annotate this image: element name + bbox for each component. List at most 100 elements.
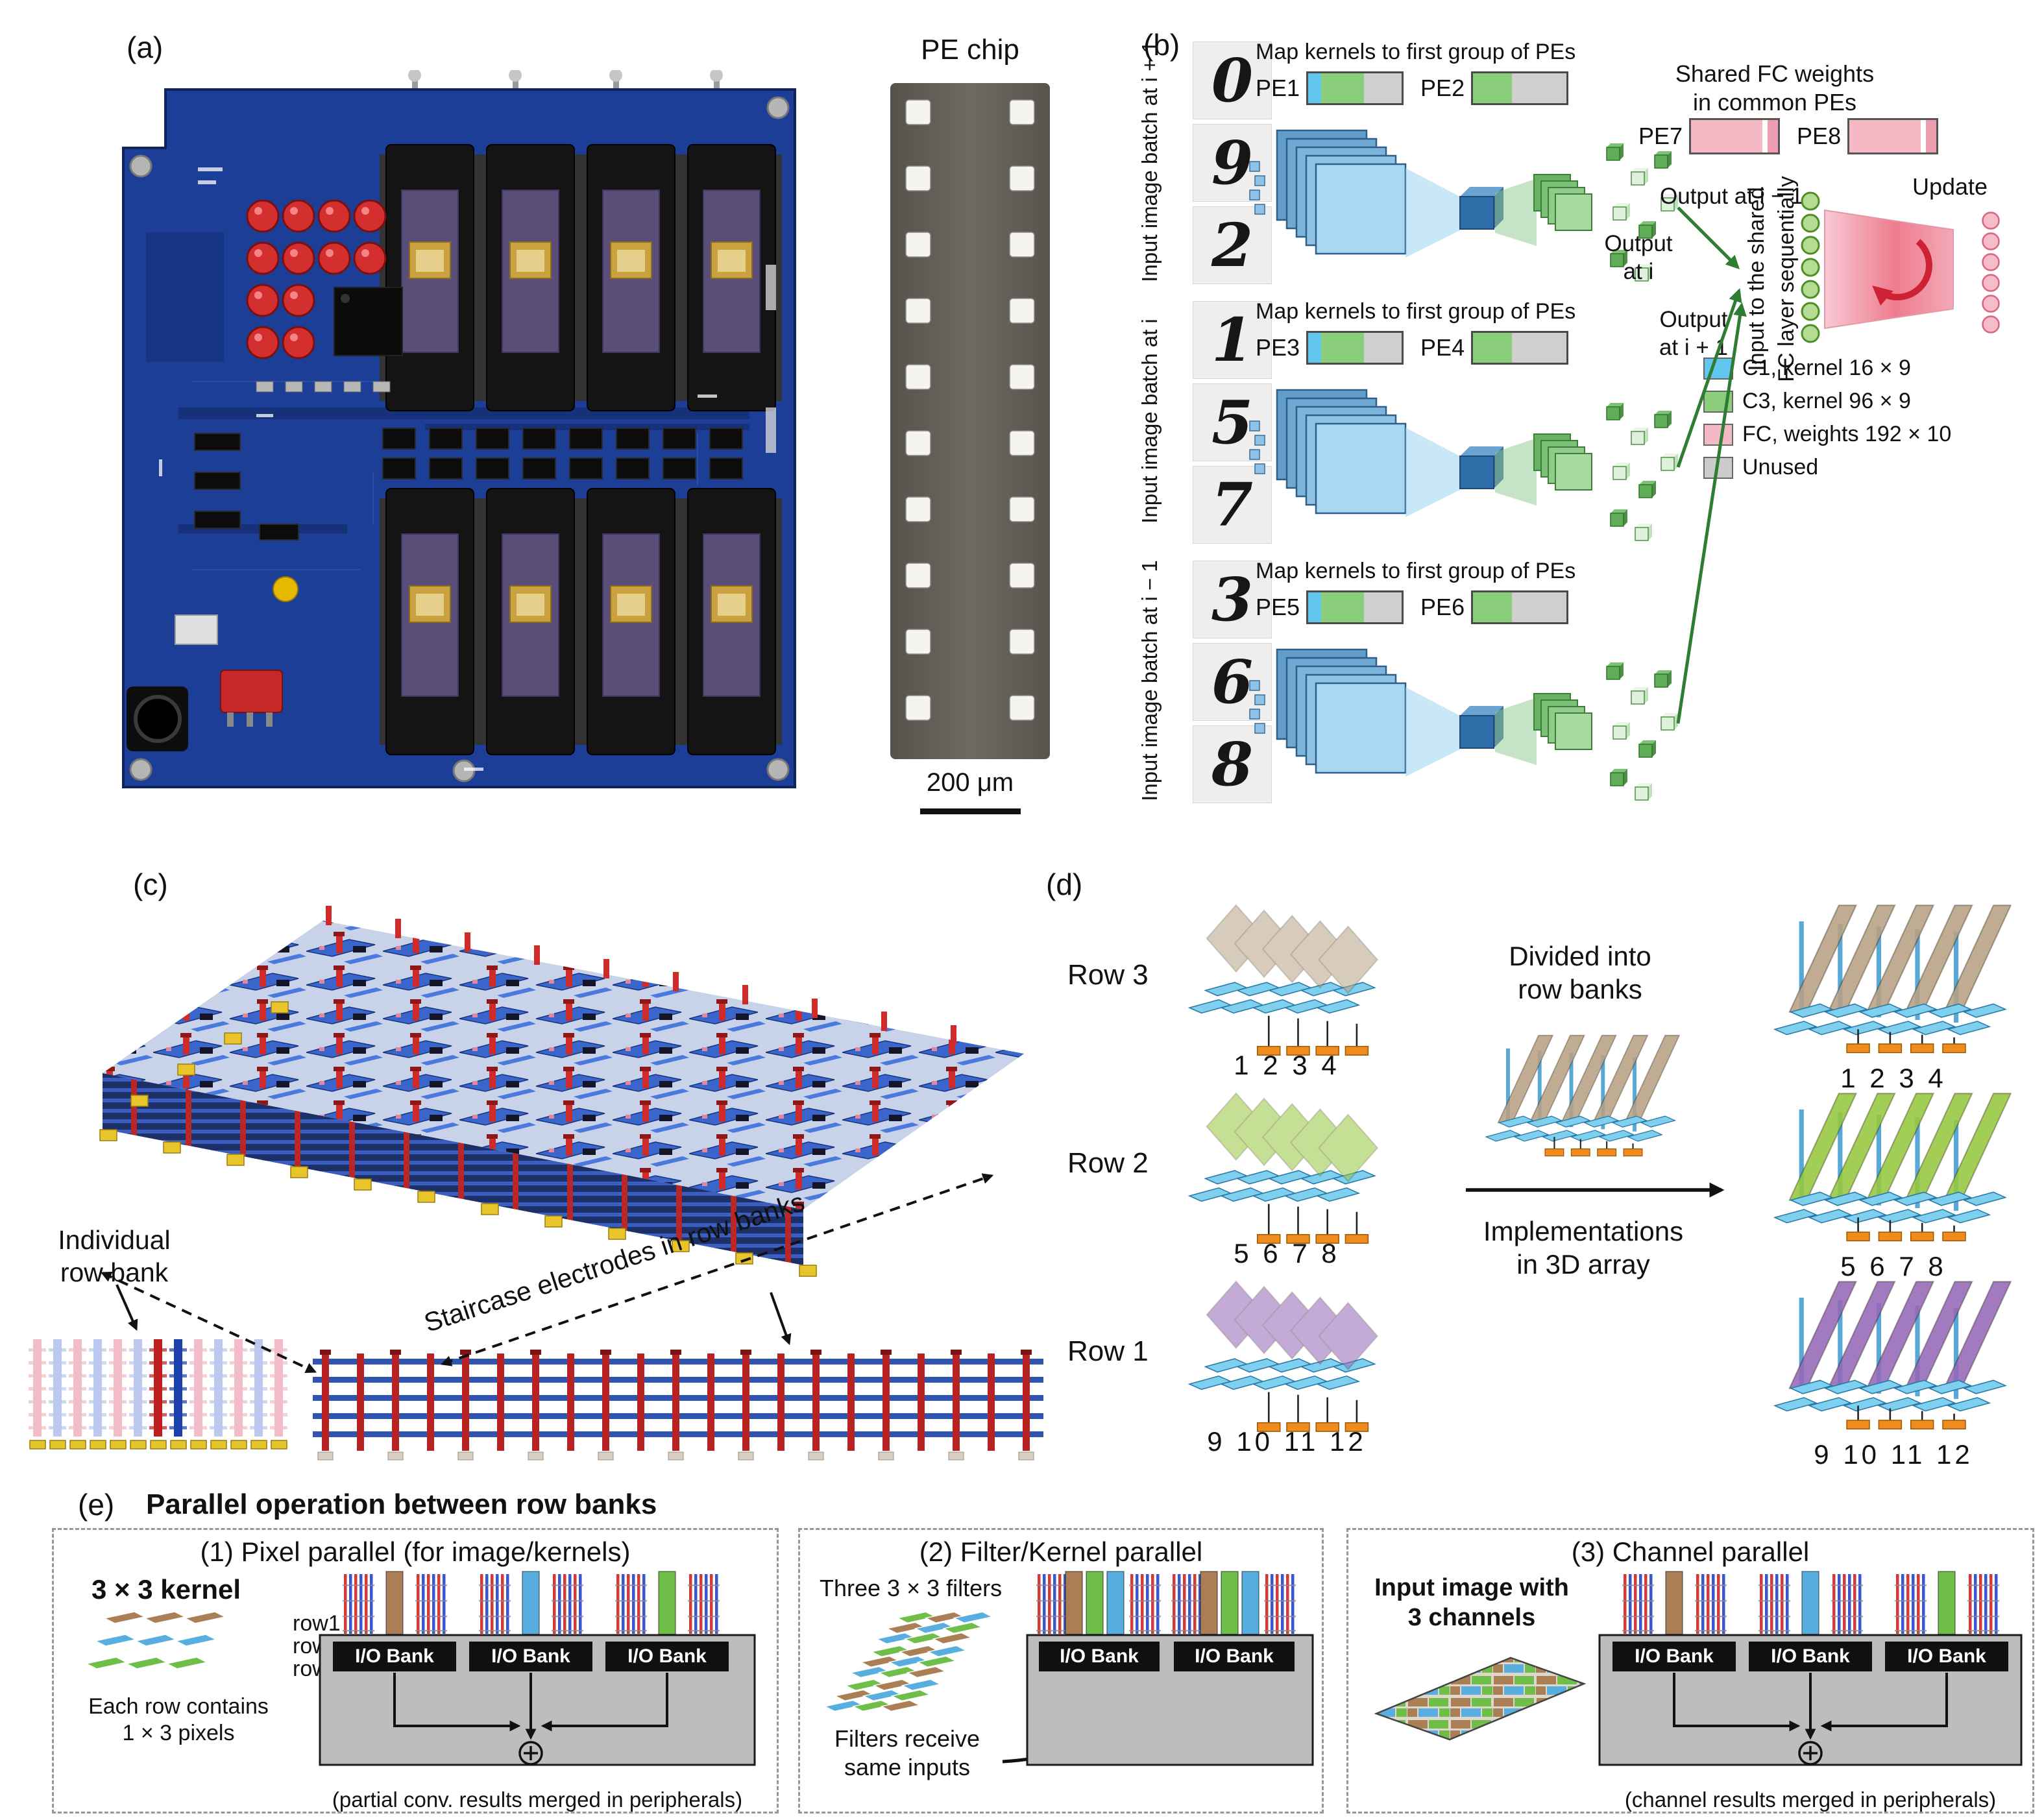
mnist-digits: 3 6 8 xyxy=(1193,561,1272,803)
pillar-spikes xyxy=(326,906,956,1045)
shared-pe-row: PE7 PE8 xyxy=(1638,118,1939,154)
mnist-digit: 7 xyxy=(1193,466,1272,544)
merge-lines xyxy=(1673,1673,1948,1740)
digit-glyph: 2 xyxy=(1211,210,1253,280)
row-2-columns: 5 6 7 8 xyxy=(1234,1238,1340,1268)
pe-block xyxy=(1471,331,1569,365)
row-3-columns: 1 2 3 4 xyxy=(1234,1050,1340,1080)
channel-image-graphic xyxy=(1374,1656,1587,1741)
pe-assignment-row: PE3 PE4 xyxy=(1256,331,1569,365)
io-bank-label: I/O Bank xyxy=(627,1645,707,1667)
kernel-rows-graphic xyxy=(86,1611,226,1669)
mnist-digit: 2 xyxy=(1193,206,1272,284)
legend: C1, kernel 16 × 9 C3, kernel 96 × 9 FC, … xyxy=(1703,356,1951,480)
pixel-parallel-title: (1) Pixel parallel (for image/kernels) xyxy=(200,1536,631,1567)
row-2-kernel-graphic xyxy=(1167,1072,1407,1265)
row-1-3d-graphic xyxy=(1747,1257,2040,1438)
map-kernels-text: Map kernels to first group of PEs xyxy=(1256,40,1576,64)
pcb-photo xyxy=(122,70,796,788)
staircase-detail xyxy=(313,1350,1043,1461)
bond-pads xyxy=(905,99,1035,721)
legend-label: C1, kernel 16 × 9 xyxy=(1742,356,1911,380)
io-bank xyxy=(1039,1642,1160,1671)
mnist-digit: 0 xyxy=(1193,42,1272,119)
digit-glyph: 9 xyxy=(1211,128,1253,198)
io-bank-label: I/O Bank xyxy=(1907,1645,1986,1667)
filters-receive-text: Filters receive same inputs xyxy=(834,1725,980,1780)
pe-block xyxy=(1306,71,1404,105)
mnist-digit: 3 xyxy=(1193,561,1272,638)
fc-input-neurons xyxy=(1801,191,1820,343)
legend-label: C3, kernel 96 × 9 xyxy=(1742,389,1911,413)
pe-label: PE2 xyxy=(1420,75,1465,101)
mnist-digits: 1 5 7 xyxy=(1193,301,1272,544)
update-label: Update xyxy=(1912,173,1988,200)
io-bank xyxy=(1749,1642,1872,1671)
legend-swatch-fc xyxy=(1703,423,1733,446)
three-filters-label: Three 3 × 3 filters xyxy=(820,1575,1003,1601)
channel-parallel-graphic: I/O Bank I/O Bank I/O Bank xyxy=(1598,1571,2023,1766)
channel-parallel-caption: (channel results merged in peripherals) xyxy=(1624,1788,1997,1812)
legend-row: C1, kernel 16 × 9 xyxy=(1703,356,1951,381)
filter-parallel-box: (2) Filter/Kernel parallel Three 3 × 3 f… xyxy=(798,1528,1324,1814)
mnist-digit: 1 xyxy=(1193,301,1272,379)
panel-b-label: (b) xyxy=(1143,28,1180,62)
implementations-label: Implementations in 3D array xyxy=(1483,1216,1684,1280)
map-kernels-text: Map kernels to first group of PEs xyxy=(1256,299,1576,324)
pe-chip-micrograph xyxy=(890,83,1050,759)
pe-label: PE8 xyxy=(1797,123,1842,149)
row1-label: row1 xyxy=(293,1611,341,1636)
sum-node-icon xyxy=(1798,1741,1823,1765)
row-1-kernel-graphic xyxy=(1167,1260,1407,1453)
scale-bar xyxy=(920,808,1021,814)
io-bank xyxy=(469,1642,592,1671)
row-1-3d-columns: 9 10 11 12 xyxy=(1814,1439,1973,1470)
small-ics xyxy=(194,428,743,540)
sum-node-icon xyxy=(518,1741,543,1765)
cnn-graphic xyxy=(1246,633,1687,808)
panel-e-title: Parallel operation between row banks xyxy=(146,1488,657,1520)
red-leds xyxy=(246,199,387,359)
pe-label: PE5 xyxy=(1256,594,1300,620)
pixel-parallel-caption: (partial conv. results merged in periphe… xyxy=(332,1788,743,1812)
legend-row: FC, weights 192 × 10 xyxy=(1703,422,1951,447)
io-bank xyxy=(1612,1642,1736,1671)
batch-group-3: Input image batch at i − 1 3 6 8 Map ker… xyxy=(1123,558,2044,811)
row-2-label: Row 2 xyxy=(1067,1147,1149,1179)
legend-row: Unused xyxy=(1703,455,1951,480)
pe-block xyxy=(1471,590,1569,624)
io-bank-label: I/O Bank xyxy=(1771,1645,1850,1667)
cnn-graphic xyxy=(1246,373,1687,548)
red-switch xyxy=(220,670,283,727)
chip-sockets-bottom xyxy=(380,488,782,755)
row-3-label: Row 3 xyxy=(1067,959,1149,991)
row-banks-detail xyxy=(28,1339,288,1450)
output-prev-label: Output at i − 1 xyxy=(1660,184,1803,209)
panel-d-label: (d) xyxy=(1046,868,1083,901)
pe-label: PE3 xyxy=(1256,334,1300,361)
row-3-3d-graphic xyxy=(1747,881,2040,1062)
filter-parallel-graphic: I/O Bank I/O Bank xyxy=(1026,1571,1314,1766)
batch-group-2: Input image batch at i 1 5 7 Map kernels… xyxy=(1123,298,2044,552)
io-bank xyxy=(605,1642,729,1671)
batch-side-label: Input image batch at i − 1 xyxy=(1138,560,1162,801)
scale-bar-label: 200 μm xyxy=(926,768,1014,797)
panel-c-label: (c) xyxy=(133,868,168,901)
output-cur-label: Output at i xyxy=(1604,231,1673,284)
filter-parallel-title: (2) Filter/Kernel parallel xyxy=(919,1536,1203,1567)
digit-glyph: 6 xyxy=(1211,647,1253,717)
output-next-label: Output at i + 1 xyxy=(1659,307,1729,360)
row-1-columns: 9 10 11 12 xyxy=(1207,1426,1367,1457)
io-bank xyxy=(333,1642,456,1671)
io-bank-label: I/O Bank xyxy=(1060,1645,1139,1667)
individual-row-bank-label: Individual row bank xyxy=(58,1225,171,1288)
legend-label: Unused xyxy=(1742,455,1819,479)
io-bank-label: I/O Bank xyxy=(1195,1645,1274,1667)
batch-group-1: Input image batch at i + 1 0 9 2 Map ker… xyxy=(1123,39,2044,292)
pe-label: PE7 xyxy=(1638,123,1683,149)
pixel-parallel-graphic: I/O Bank I/O Bank I/O Bank xyxy=(319,1571,756,1766)
io-bank xyxy=(1885,1642,2008,1671)
io-bank-label: I/O Bank xyxy=(1635,1645,1714,1667)
legend-label: FC, weights 192 × 10 xyxy=(1742,422,1952,446)
